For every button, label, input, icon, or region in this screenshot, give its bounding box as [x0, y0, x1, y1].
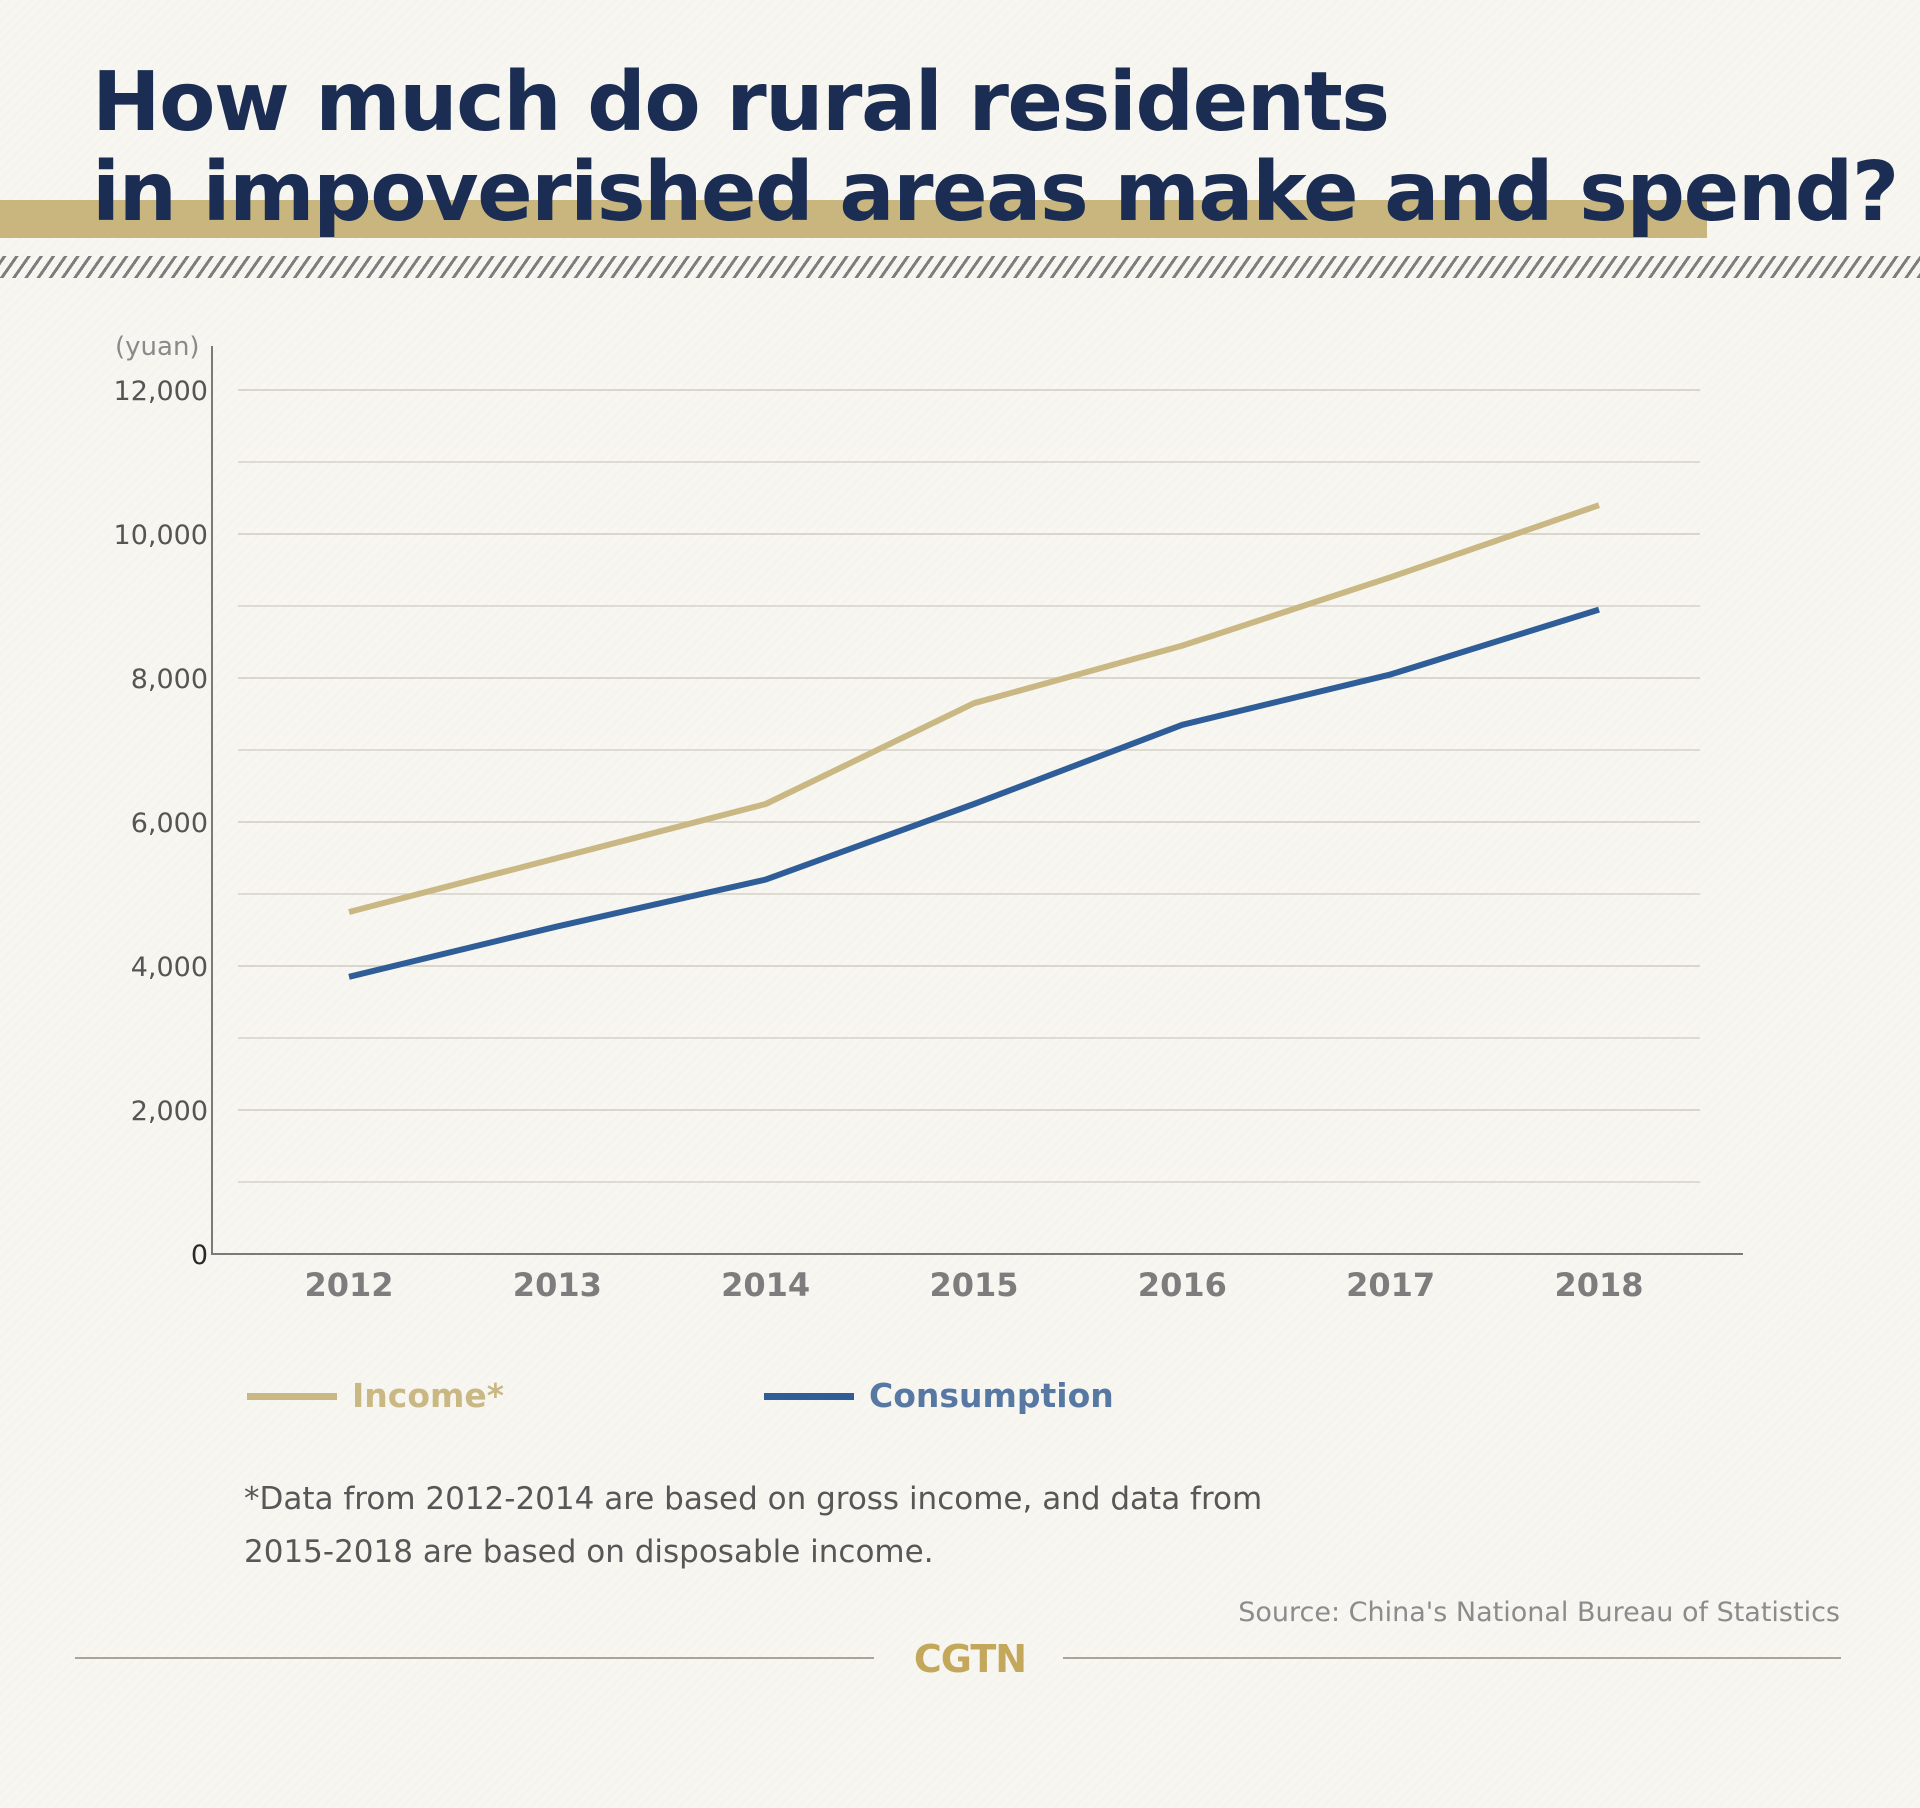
page-title: How much do rural residents in impoveris… [92, 55, 1899, 240]
title-highlight-bar [0, 200, 1707, 238]
legend-consumption-label: Consumption [869, 1376, 1114, 1415]
y-tick-label: 4,000 [131, 952, 208, 983]
title-line-2: in impoverished areas make and spend? [92, 145, 1899, 240]
x-tick-label: 2017 [1346, 1266, 1435, 1304]
source-note: Source: China's National Bureau of Stati… [1238, 1597, 1840, 1628]
x-tick-label: 2012 [304, 1266, 393, 1304]
legend-consumption-swatch [764, 1392, 854, 1400]
x-tick-label: 2014 [721, 1266, 810, 1304]
y-tick-label: 8,000 [131, 664, 208, 695]
y-tick-label: 2,000 [131, 1096, 208, 1127]
line-chart: 0 2,000 4,000 6,000 8,000 10,000 12,000 (yuan) 2… [114, 332, 1743, 1304]
legend-consumption: Consumption [764, 1376, 1114, 1416]
y-tick-label: 12,000 [114, 376, 208, 407]
footnote: *Data from 2012-2014 are based on gross … [244, 1473, 1262, 1579]
y-axis-unit-label: (yuan) [115, 332, 200, 362]
footer-rule-right [1063, 1657, 1841, 1659]
y-tick-label: 10,000 [114, 520, 208, 551]
footnote-line-2: 2015-2018 are based on disposable income… [244, 1534, 934, 1570]
series-line-consumption [348, 606, 1600, 980]
footer-rule-left [75, 1657, 874, 1659]
x-tick-label: 2013 [513, 1266, 602, 1304]
x-tick-label: 2015 [929, 1266, 1018, 1304]
y-tick-label: 0 [191, 1240, 208, 1271]
legend-income-label: Income* [352, 1376, 505, 1415]
legend-income: Income* [247, 1376, 504, 1416]
series-line-income [348, 502, 1600, 915]
x-tick-label: 2016 [1138, 1266, 1227, 1304]
x-tick-label: 2018 [1554, 1266, 1643, 1304]
y-tick-label: 6,000 [131, 808, 208, 839]
legend-income-swatch [247, 1392, 337, 1400]
cgtn-logo: CGTN [913, 1637, 1027, 1681]
title-line-1: How much do rural residents [92, 55, 1390, 150]
hatched-divider [0, 256, 1920, 278]
footnote-line-1: *Data from 2012-2014 are based on gross … [244, 1481, 1263, 1517]
